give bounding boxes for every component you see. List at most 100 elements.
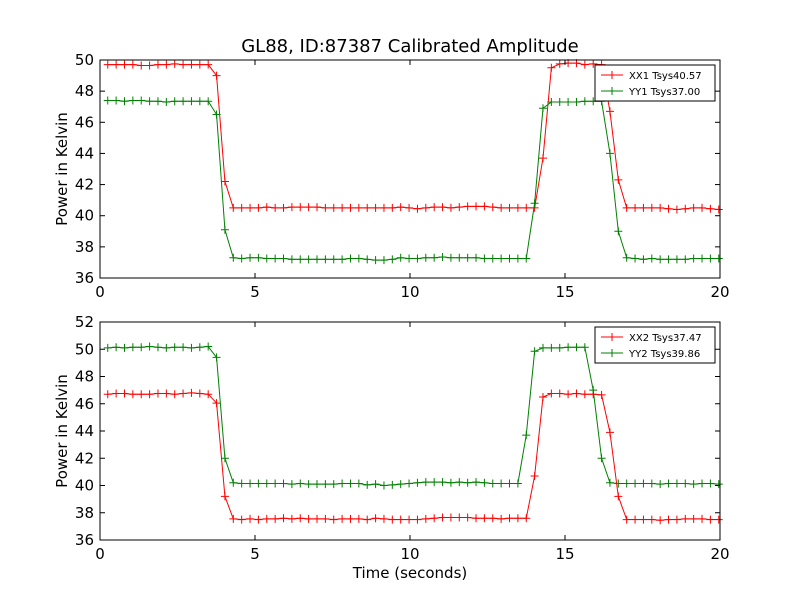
top-y-tick-label: 48 bbox=[75, 82, 94, 100]
bottom-series-0-point bbox=[421, 514, 430, 523]
bottom-x-tick-label: 0 bbox=[95, 545, 105, 563]
top-series-0-point bbox=[430, 203, 439, 212]
top-series-0-point bbox=[170, 59, 179, 68]
bottom-series-1-point bbox=[313, 480, 321, 489]
bottom-series-1-point bbox=[505, 479, 514, 488]
bottom-series-0-point bbox=[103, 390, 112, 399]
bottom-series-0-point bbox=[455, 513, 464, 522]
bottom-series-1-point bbox=[488, 479, 497, 488]
top-legend: XX1 Tsys40.57 YY1 Tsys37.00 bbox=[594, 64, 716, 102]
top-series-1-point bbox=[538, 104, 547, 113]
bottom-series-1-point bbox=[647, 479, 656, 488]
top-series-1-point bbox=[413, 254, 422, 263]
top-series-1-point bbox=[480, 254, 489, 263]
bottom-plot: 0 5 10 15 20 36 38 40 42 44 46 48 50 52 Power in Kelvi… bbox=[53, 313, 730, 582]
bottom-series-1-point bbox=[254, 479, 263, 488]
top-series-1-point bbox=[329, 255, 338, 264]
bottom-series-0-point bbox=[505, 514, 514, 523]
bottom-legend-marker bbox=[608, 333, 616, 341]
top-series-0-point bbox=[162, 60, 171, 69]
bottom-series-0-point bbox=[564, 390, 573, 399]
top-series-1-point bbox=[631, 254, 640, 263]
bottom-y-tick-label: 40 bbox=[75, 477, 94, 495]
bottom-legend-label: XX2 Tsys37.47 bbox=[629, 333, 702, 344]
bottom-series-1-point bbox=[162, 343, 171, 352]
top-series-0-point bbox=[614, 175, 623, 184]
top-series-0-point bbox=[463, 202, 472, 211]
top-series-1-point bbox=[463, 253, 472, 262]
bottom-series-1-point bbox=[187, 343, 196, 352]
top-series-0-point bbox=[639, 203, 648, 212]
top-series-1-point bbox=[379, 256, 388, 265]
bottom-series-1-point bbox=[497, 479, 506, 488]
bottom-series-0-point bbox=[371, 514, 380, 523]
top-series-1-point bbox=[614, 227, 623, 236]
bottom-series-1-point bbox=[564, 343, 573, 352]
bottom-series-0-point bbox=[614, 492, 623, 501]
bottom-series-0-point bbox=[354, 514, 363, 523]
top-series-0-point bbox=[605, 107, 614, 116]
top-series-1-point bbox=[212, 110, 221, 119]
top-series-1-point bbox=[153, 97, 162, 106]
bottom-series-0-point bbox=[162, 389, 171, 398]
top-series-0-point bbox=[254, 203, 263, 212]
bottom-series-0-point bbox=[656, 516, 665, 525]
bottom-series-1-point bbox=[513, 479, 522, 488]
top-series-0-point bbox=[580, 60, 589, 69]
top-series-0-point bbox=[212, 71, 221, 80]
bottom-series-0-point bbox=[438, 513, 447, 522]
bottom-x-tick-label: 10 bbox=[400, 545, 419, 563]
bottom-y-tick-label: 38 bbox=[75, 504, 94, 522]
bottom-series-1-point bbox=[639, 479, 648, 488]
bottom-series-0-point bbox=[622, 515, 631, 524]
top-series-0-point bbox=[388, 203, 397, 212]
top-series-1-point bbox=[472, 253, 481, 262]
top-series-1-point bbox=[672, 255, 681, 264]
top-y-tick-label: 36 bbox=[75, 269, 94, 287]
bottom-series-0-point bbox=[547, 389, 556, 398]
top-series-1-point bbox=[664, 255, 673, 264]
bottom-series-1-point bbox=[656, 480, 665, 489]
bottom-legend-marker bbox=[608, 349, 616, 357]
bottom-series-0-point bbox=[254, 515, 263, 524]
top-series-1-point bbox=[112, 96, 121, 105]
top-series-0-point bbox=[246, 203, 255, 212]
top-series-0-point bbox=[354, 203, 363, 212]
bottom-series-1-point bbox=[237, 479, 246, 488]
bottom-series-1-point bbox=[522, 431, 531, 440]
bottom-series-0-point bbox=[212, 399, 221, 408]
top-series-1-point bbox=[120, 97, 129, 106]
top-series-1-point bbox=[446, 253, 455, 262]
bottom-y-axis-label: Power in Kelvin bbox=[53, 374, 71, 488]
bottom-series-1-point bbox=[354, 479, 363, 488]
top-series-line-0 bbox=[107, 62, 719, 210]
bottom-series-0-point bbox=[329, 515, 338, 524]
bottom-series-0-point bbox=[538, 392, 547, 401]
top-series-1-point bbox=[137, 96, 146, 105]
top-series-0-point bbox=[271, 203, 280, 212]
top-series-1-point bbox=[714, 254, 723, 263]
bottom-series-1-point bbox=[706, 479, 715, 488]
top-series-0-point bbox=[547, 63, 556, 72]
bottom-series-1-point bbox=[212, 353, 221, 362]
top-legend-marker bbox=[608, 71, 616, 79]
bottom-series-1-point bbox=[664, 479, 673, 488]
top-series-0-point bbox=[480, 202, 489, 211]
bottom-series-1-point bbox=[112, 343, 121, 352]
bottom-series-0-point bbox=[187, 388, 196, 397]
top-x-tick-label: 15 bbox=[555, 283, 574, 301]
top-series-0-point bbox=[371, 203, 380, 212]
top-series-0-point bbox=[396, 203, 405, 212]
top-series-0-point bbox=[279, 203, 288, 212]
top-series-1-point bbox=[497, 254, 506, 263]
bottom-series-1-point bbox=[530, 347, 539, 356]
bottom-y-tick-label: 46 bbox=[75, 395, 94, 413]
bottom-series-0-point bbox=[597, 390, 606, 399]
bottom-series-0-point bbox=[631, 515, 640, 524]
bottom-series-1-point bbox=[714, 480, 723, 489]
bottom-series-0-point bbox=[605, 428, 614, 437]
top-series-1-point bbox=[405, 254, 414, 263]
bottom-y-tick-label: 48 bbox=[75, 368, 94, 386]
bottom-series-1-point bbox=[120, 343, 129, 352]
top-series-0-point bbox=[413, 204, 422, 213]
